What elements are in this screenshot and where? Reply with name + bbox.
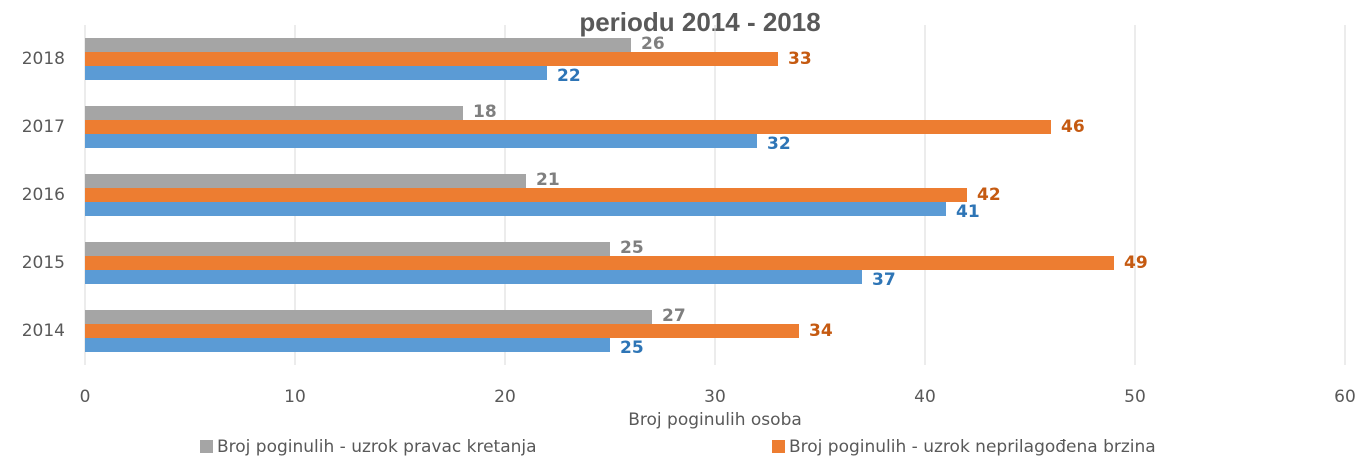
data-label: 18 bbox=[473, 102, 497, 122]
data-label: 25 bbox=[620, 238, 644, 258]
legend-label: Broj poginulih - uzrok neprilagođena brz… bbox=[789, 437, 1156, 457]
data-label: 27 bbox=[662, 306, 686, 326]
bar bbox=[85, 52, 778, 66]
data-label: 26 bbox=[641, 34, 665, 54]
legend-label: Broj poginulih - uzrok pravac kretanja bbox=[217, 437, 537, 457]
bar bbox=[85, 38, 631, 52]
data-label: 32 bbox=[767, 134, 791, 154]
data-label: 41 bbox=[956, 202, 980, 222]
bar bbox=[85, 202, 946, 216]
bar bbox=[85, 120, 1051, 134]
bar bbox=[85, 338, 610, 352]
x-tick-label: 10 bbox=[284, 387, 306, 407]
data-label: 25 bbox=[620, 338, 644, 358]
data-label: 42 bbox=[977, 185, 1001, 205]
x-tick-label: 60 bbox=[1334, 387, 1356, 407]
y-tick-label: 2017 bbox=[22, 117, 65, 137]
x-axis-title: Broj poginulih osoba bbox=[628, 410, 802, 430]
bar bbox=[85, 188, 967, 202]
bar bbox=[85, 134, 757, 148]
bar bbox=[85, 324, 799, 338]
y-tick-label: 2016 bbox=[22, 185, 65, 205]
data-label: 33 bbox=[788, 49, 812, 69]
y-tick-label: 2015 bbox=[22, 253, 65, 273]
x-tick-label: 50 bbox=[1124, 387, 1146, 407]
legend-swatch bbox=[200, 440, 213, 453]
y-tick-label: 2018 bbox=[22, 49, 65, 69]
bar bbox=[85, 242, 610, 256]
y-tick-label: 2014 bbox=[22, 321, 65, 341]
data-label: 21 bbox=[536, 170, 560, 190]
x-tick-label: 30 bbox=[704, 387, 726, 407]
bar bbox=[85, 174, 526, 188]
bar bbox=[85, 270, 862, 284]
bar bbox=[85, 310, 652, 324]
legend-swatch bbox=[772, 440, 785, 453]
bar bbox=[85, 256, 1114, 270]
data-label: 22 bbox=[557, 66, 581, 86]
data-label: 49 bbox=[1124, 253, 1148, 273]
data-label: 34 bbox=[809, 321, 833, 341]
x-tick-label: 40 bbox=[914, 387, 936, 407]
data-label: 37 bbox=[872, 270, 896, 290]
chart-title: periodu 2014 - 2018 bbox=[579, 7, 820, 37]
data-label: 46 bbox=[1061, 117, 1085, 137]
bar bbox=[85, 106, 463, 120]
bar bbox=[85, 66, 547, 80]
x-tick-label: 0 bbox=[80, 387, 91, 407]
x-tick-label: 20 bbox=[494, 387, 516, 407]
